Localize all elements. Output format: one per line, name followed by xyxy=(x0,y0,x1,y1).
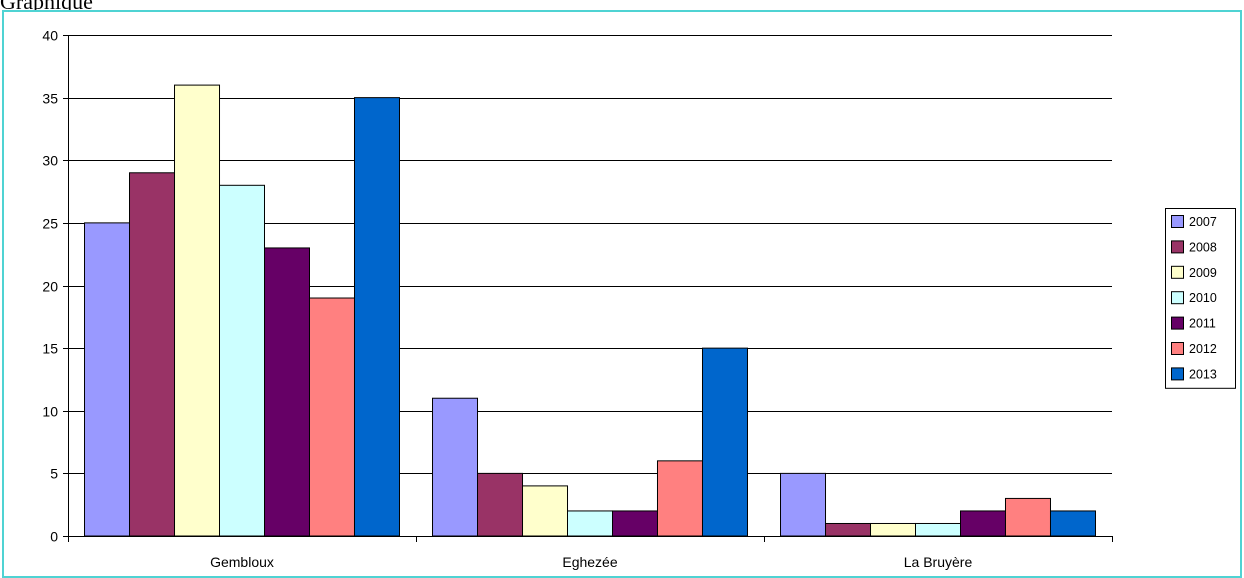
bar-2013-la-bruyère xyxy=(1049,510,1096,537)
bar-2012-gembloux xyxy=(308,297,355,537)
y-tick-label: 10 xyxy=(42,404,58,420)
bar-2007-gembloux xyxy=(84,222,131,537)
bar-2007-la-bruyère xyxy=(780,472,827,537)
bar-2010-gembloux xyxy=(219,184,265,537)
legend-label: 2013 xyxy=(1189,367,1217,381)
legend-label: 2012 xyxy=(1189,342,1217,356)
bar-2010-la-bruyère xyxy=(915,522,961,537)
bar-2013-gembloux xyxy=(353,97,400,537)
bar-2008-eghezée xyxy=(477,472,524,537)
legend-swatch-2007 xyxy=(1171,215,1184,228)
y-tick-label: 5 xyxy=(50,466,58,482)
bar-2012-la-bruyère xyxy=(1004,497,1051,537)
legend-swatch-2011 xyxy=(1171,316,1184,330)
bar-2008-la-bruyère xyxy=(825,522,872,537)
axes: 0 5 10 15 20 25 30 35 40 Gembloux Eghezée La Bruyèr… xyxy=(42,28,1113,570)
x-tick-label: La Bruyère xyxy=(904,554,973,570)
y-tick-label: 20 xyxy=(42,279,58,295)
bars xyxy=(84,84,1096,537)
bar-2011-la-bruyère xyxy=(960,510,1006,537)
legend-swatch-2009 xyxy=(1171,265,1184,279)
legend-label: 2007 xyxy=(1189,215,1217,229)
bar-2013-eghezée xyxy=(701,347,748,537)
y-tick-label: 35 xyxy=(42,91,58,107)
bar-2011-eghezée xyxy=(612,510,658,537)
legend-swatch-2010 xyxy=(1171,291,1184,305)
legend-swatch-2013 xyxy=(1171,367,1184,381)
bar-2009-gembloux xyxy=(174,84,221,537)
bar-2009-la-bruyère xyxy=(870,522,917,537)
bar-2012-eghezée xyxy=(656,460,703,537)
bar-2007-eghezée xyxy=(432,397,479,537)
legend: 2007 2008 2009 2010 2011 2012 2013 xyxy=(1165,208,1236,389)
legend-swatch-2008 xyxy=(1171,240,1184,254)
legend-label: 2010 xyxy=(1189,291,1217,305)
legend-label: 2009 xyxy=(1189,266,1217,280)
y-tick-label: 40 xyxy=(42,28,58,44)
y-tick-label: 0 xyxy=(50,529,58,545)
legend-label: 2008 xyxy=(1189,240,1217,254)
bar-2011-gembloux xyxy=(264,247,310,537)
y-tick-label: 25 xyxy=(42,216,58,232)
bar-2008-gembloux xyxy=(129,172,176,537)
y-tick-label: 15 xyxy=(42,341,58,357)
bar-2009-eghezée xyxy=(522,485,569,537)
bar-2010-eghezée xyxy=(567,510,613,537)
legend-label: 2011 xyxy=(1189,317,1216,331)
legend-swatch-2012 xyxy=(1171,342,1184,355)
x-tick-label: Gembloux xyxy=(210,554,274,570)
y-tick-label: 30 xyxy=(42,153,58,169)
x-tick-label: Eghezée xyxy=(562,554,617,570)
